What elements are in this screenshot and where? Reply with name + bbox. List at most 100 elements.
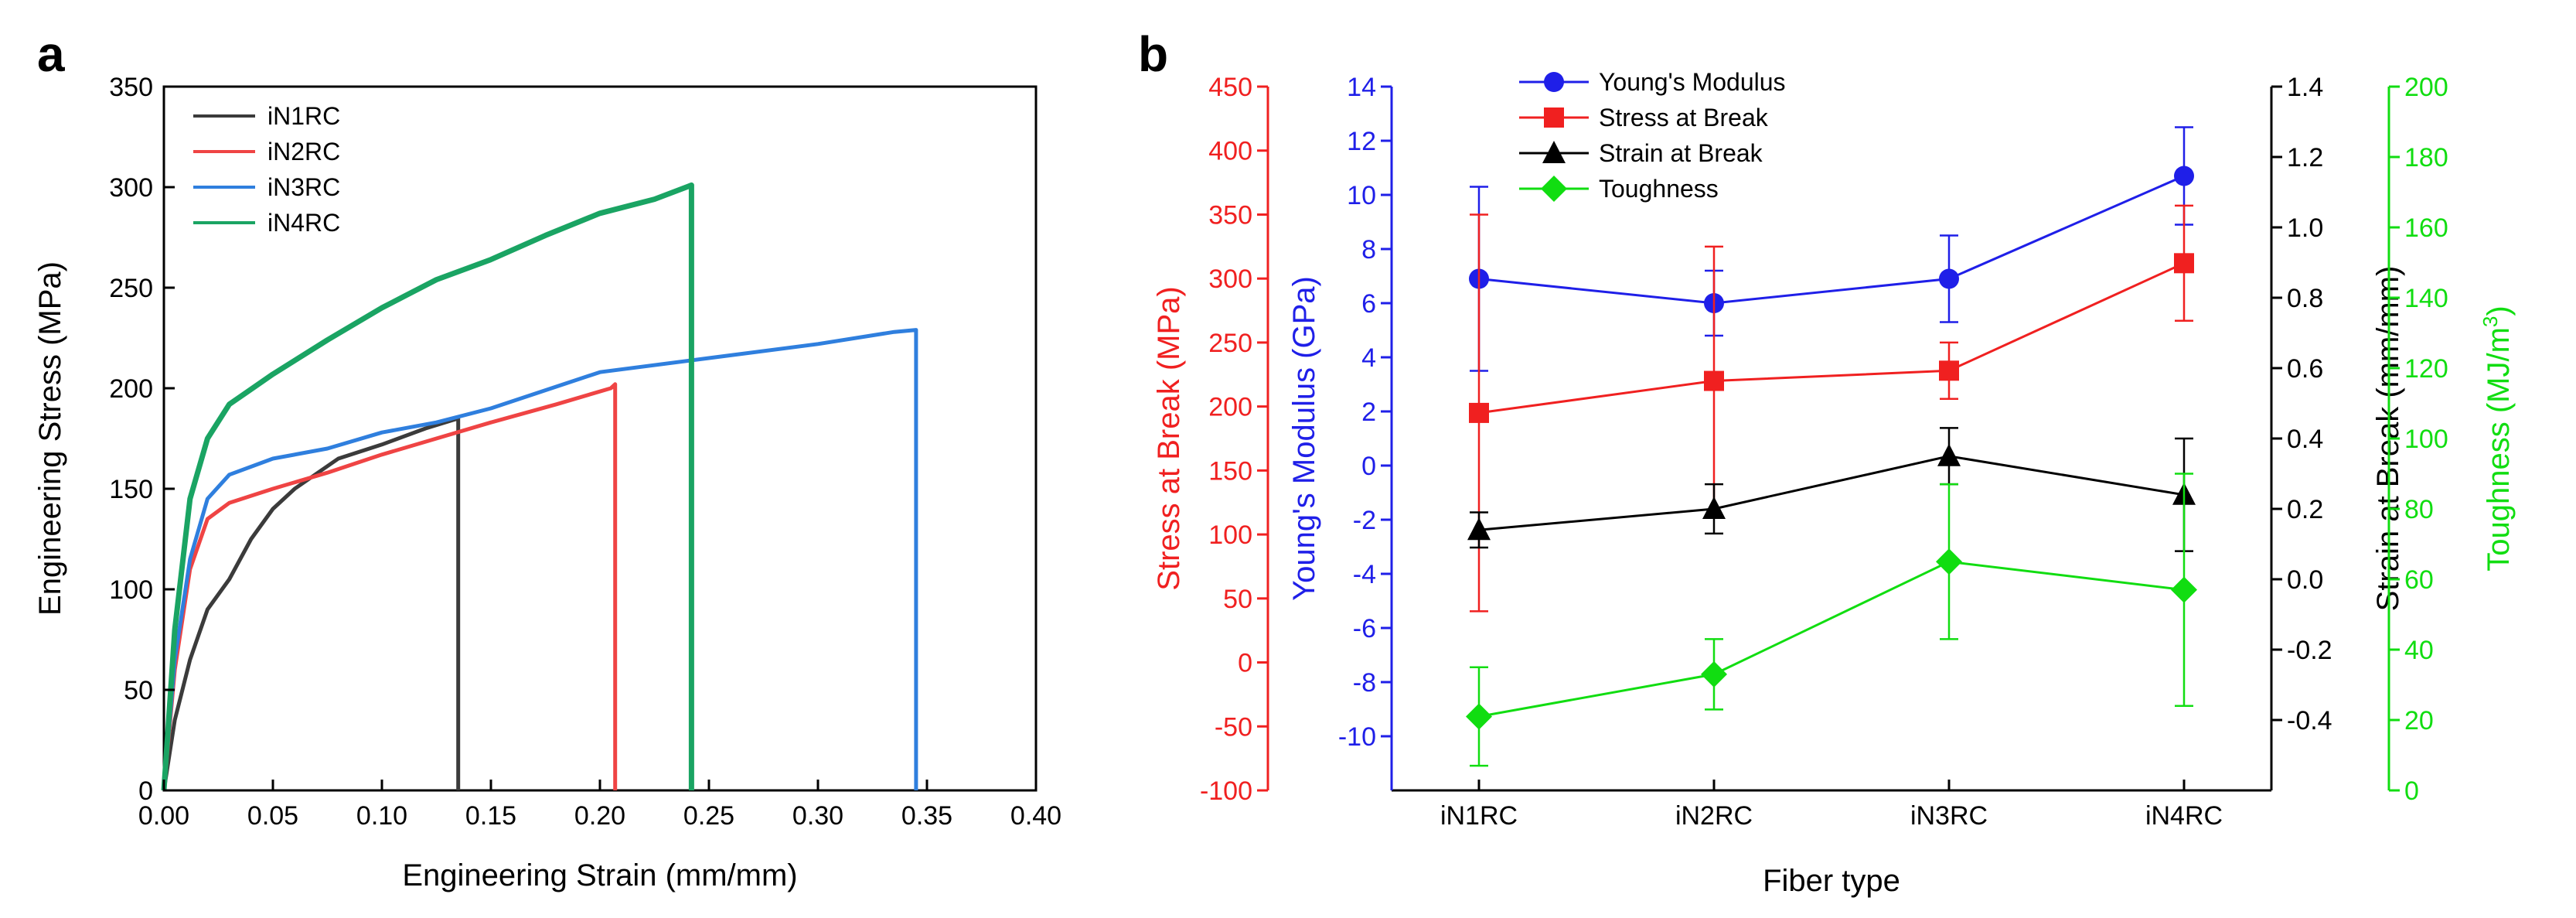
tick-label-stress: 150	[1208, 456, 1252, 486]
tick-label-youngs: 14	[1347, 73, 1376, 102]
legend-label-Stress at Break: Stress at Break	[1599, 104, 1769, 131]
legend-label-iN2RC: iN2RC	[267, 138, 340, 166]
tick-label-youngs: -6	[1353, 614, 1376, 643]
legend-label-iN1RC: iN1RC	[267, 102, 340, 130]
data-point-Toughness	[2171, 576, 2197, 603]
category-label-iN2RC: iN2RC	[1675, 801, 1753, 831]
category-label-iN1RC: iN1RC	[1440, 801, 1518, 831]
tick-label-strain: 0.0	[2287, 565, 2323, 595]
x-tick-label: 0.10	[356, 801, 407, 831]
panel-a-series-group	[161, 182, 918, 791]
data-point-Young's Modulus	[1939, 268, 1959, 289]
tick-label-strain: 0.8	[2287, 284, 2323, 313]
tick-label-youngs: 12	[1347, 127, 1376, 156]
tick-label-strain: 0.4	[2287, 425, 2323, 454]
legend-marker-Young's Modulus	[1544, 72, 1564, 92]
data-point-Stress at Break	[1939, 360, 1959, 381]
panel-b-chart: -100-50050100150200250300350400450Stress…	[1152, 68, 2516, 898]
panel-a-legend: iN1RC iN2RC iN3RC iN4RC	[193, 102, 340, 237]
tick-label-youngs: 0	[1361, 452, 1376, 481]
tick-label-stress: 0	[1238, 649, 1252, 678]
panel-b-legend: Young's Modulus Stress at Break Strain at …	[1519, 68, 1786, 203]
series-line-iN2RC	[162, 382, 618, 791]
data-point-Strain at Break	[1467, 517, 1491, 541]
data-point-Stress at Break	[1704, 370, 1724, 391]
x-tick-label: 0.15	[465, 801, 516, 831]
legend-label-iN4RC: iN4RC	[267, 209, 340, 237]
tick-label-youngs: 8	[1361, 235, 1376, 264]
panel-b-letter: b	[1138, 26, 1168, 82]
tick-label-youngs: 4	[1361, 343, 1376, 373]
y-tick-label: 0	[138, 776, 153, 806]
data-point-Toughness	[1466, 703, 1492, 730]
tick-label-stress: -100	[1200, 776, 1252, 806]
x-tick-label: 0.30	[792, 801, 843, 831]
tick-label-strain: 0.2	[2287, 495, 2323, 524]
panel-b-axes: -100-50050100150200250300350400450Stress…	[1152, 73, 2516, 831]
tick-label-toughness: 140	[2404, 284, 2448, 313]
axis-title-youngs: Young's Modulus (GPa)	[1287, 276, 1321, 601]
tick-label-youngs: -10	[1338, 722, 1376, 752]
tick-label-stress: 450	[1208, 73, 1252, 102]
tick-label-strain: -0.4	[2287, 706, 2332, 735]
axis-title-stress: Stress at Break (MPa)	[1152, 286, 1186, 590]
series-line-iN3RC	[162, 328, 918, 791]
data-point-Toughness	[1936, 548, 1962, 575]
panel-a-letter: a	[37, 26, 65, 82]
series-line-Young's Modulus	[1478, 175, 2185, 305]
category-label-iN3RC: iN3RC	[1910, 801, 1988, 831]
panel-a-x-axis-title: Engineering Strain (mm/mm)	[402, 858, 797, 892]
tick-label-strain: 1.0	[2287, 213, 2323, 243]
series-line-Toughness	[1478, 560, 2185, 718]
tick-label-toughness: 200	[2404, 73, 2448, 102]
tick-label-toughness: 40	[2404, 636, 2434, 665]
tick-label-stress: 50	[1223, 585, 1252, 614]
y-tick-label: 50	[124, 676, 153, 705]
y-tick-label: 350	[109, 73, 153, 102]
tick-label-strain: 1.2	[2287, 143, 2323, 172]
x-tick-label: 0.00	[138, 801, 189, 831]
panel-a-chart: 0.00 0.05 0.10 0.15 0.20 0.25 0.30 0.35 0.40 0 50 1…	[33, 73, 1061, 892]
x-tick-label: 0.20	[574, 801, 625, 831]
y-tick-label: 100	[109, 575, 153, 605]
tick-label-strain: 1.4	[2287, 73, 2323, 102]
panel-a-y-axis-title: Engineering Stress (MPa)	[33, 261, 67, 616]
legend-label-Strain at Break: Strain at Break	[1599, 139, 1763, 167]
tick-label-youngs: 6	[1361, 289, 1376, 319]
tick-label-stress: 100	[1208, 520, 1252, 550]
tick-label-stress: 200	[1208, 393, 1252, 422]
tick-label-toughness: 180	[2404, 143, 2448, 172]
panel-b-x-axis-title: Fiber type	[1763, 864, 1900, 898]
series-line-Stress at Break	[1478, 261, 2185, 415]
data-point-Strain at Break	[1702, 497, 1726, 519]
panel-b-series-group	[1466, 126, 2197, 767]
series-line-iN1RC	[162, 416, 461, 791]
legend-marker-Stress at Break	[1544, 107, 1564, 128]
tick-label-stress: 400	[1208, 137, 1252, 166]
tick-label-stress: 350	[1208, 200, 1252, 230]
legend-label-Young's Modulus: Young's Modulus	[1599, 68, 1786, 96]
tick-label-youngs: -4	[1353, 560, 1376, 589]
y-tick-label: 250	[109, 274, 153, 303]
tick-label-toughness: 120	[2404, 354, 2448, 384]
data-point-Strain at Break	[1937, 443, 1961, 466]
tick-label-toughness: 0	[2404, 776, 2419, 806]
tick-label-youngs: -8	[1353, 668, 1376, 698]
y-tick-label: 150	[109, 475, 153, 504]
tick-label-toughness: 100	[2404, 425, 2448, 454]
panel-a-ticks: 0.00 0.05 0.10 0.15 0.20 0.25 0.30 0.35 0.40 0 50 1…	[109, 73, 1061, 831]
tick-label-toughness: 20	[2404, 706, 2434, 735]
x-tick-label: 0.35	[901, 801, 952, 831]
tick-label-strain: -0.2	[2287, 636, 2332, 665]
legend-label-iN3RC: iN3RC	[267, 173, 340, 201]
axis-title-superscript: 3	[2479, 316, 2502, 327]
data-point-Toughness	[1701, 660, 1727, 688]
tick-label-toughness: 80	[2404, 495, 2434, 524]
tick-label-youngs: -2	[1353, 506, 1376, 535]
y-tick-label: 300	[109, 173, 153, 203]
series-line-Strain at Break	[1478, 455, 2185, 531]
legend-marker-Toughness	[1541, 176, 1567, 202]
series-line-iN4RC	[161, 182, 694, 791]
tick-label-toughness: 60	[2404, 565, 2434, 595]
